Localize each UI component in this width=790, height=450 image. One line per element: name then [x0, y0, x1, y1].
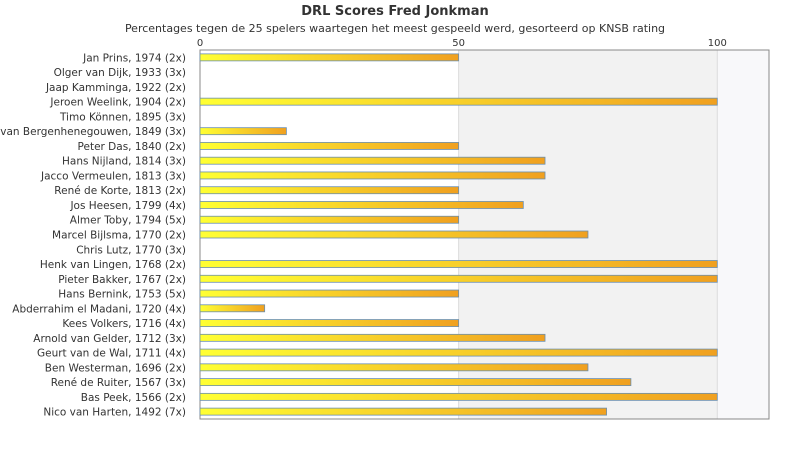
bar: [199, 171, 546, 180]
bar: [199, 156, 546, 165]
category-label: Jaap van Bergenhenegouwen, 1849 (3x): [0, 126, 186, 138]
category-label: Chris Lutz, 1770 (3x): [76, 244, 186, 256]
bar: [199, 97, 718, 106]
category-label: Geurt van de Wal, 1711 (4x): [37, 348, 186, 360]
bar: [199, 392, 718, 401]
category-label: Ben Westerman, 1696 (2x): [45, 362, 186, 374]
category-label: Kees Volkers, 1716 (4x): [62, 318, 186, 330]
bar: [199, 348, 718, 357]
bar: [199, 201, 524, 209]
category-label: Marcel Bijlsma, 1770 (2x): [52, 230, 186, 242]
bar: [199, 289, 460, 298]
category-label: Hans Bernink, 1753 (5x): [58, 289, 186, 301]
category-label: Pieter Bakker, 1767 (2x): [58, 274, 186, 286]
bar: [199, 274, 718, 283]
category-label: Almer Toby, 1794 (5x): [70, 215, 186, 227]
bar: [199, 127, 287, 136]
bar: [199, 378, 632, 387]
bar: [199, 319, 460, 327]
category-label: Jeroen Weelink, 1904 (2x): [49, 97, 186, 109]
category-label: Bas Peek, 1566 (2x): [81, 392, 186, 404]
bar: [199, 186, 460, 195]
category-label: Abderrahim el Madani, 1720 (4x): [12, 303, 186, 315]
category-label: Timo Können, 1895 (3x): [59, 111, 186, 123]
category-label: René de Korte, 1813 (2x): [54, 185, 186, 197]
bar: [199, 363, 589, 372]
x-tick-label: 50: [452, 38, 465, 49]
chart-subtitle: Percentages tegen de 25 spelers waartege…: [124, 22, 666, 35]
category-label: Jaap Kamminga, 1922 (2x): [45, 82, 186, 94]
bar: [199, 53, 460, 62]
category-label: Jos Heesen, 1799 (4x): [69, 200, 186, 212]
category-label: Hans Nijland, 1814 (3x): [62, 156, 186, 168]
grid-band: [717, 50, 769, 419]
category-label: Jan Prins, 1974 (2x): [82, 52, 186, 64]
x-tick-label: 100: [708, 38, 727, 49]
category-label: Henk van Lingen, 1768 (2x): [40, 259, 186, 271]
category-label: Nico van Harten, 1492 (7x): [43, 407, 186, 419]
bar: [199, 230, 589, 239]
bar: [199, 333, 546, 342]
category-label: René de Ruiter, 1567 (3x): [51, 377, 186, 389]
bar: [199, 407, 607, 416]
bar: [199, 215, 460, 224]
category-label: Jacco Vermeulen, 1813 (3x): [40, 170, 186, 182]
category-label: Peter Das, 1840 (2x): [78, 141, 186, 153]
category-label: Arnold van Gelder, 1712 (3x): [33, 333, 186, 345]
chart-title: DRL Scores Fred Jonkman: [301, 4, 489, 19]
bar: [199, 260, 718, 268]
x-tick-label: 0: [197, 38, 203, 49]
bar: [199, 304, 266, 313]
category-label: Olger van Dijk, 1933 (3x): [54, 67, 186, 79]
bar: [199, 142, 460, 150]
